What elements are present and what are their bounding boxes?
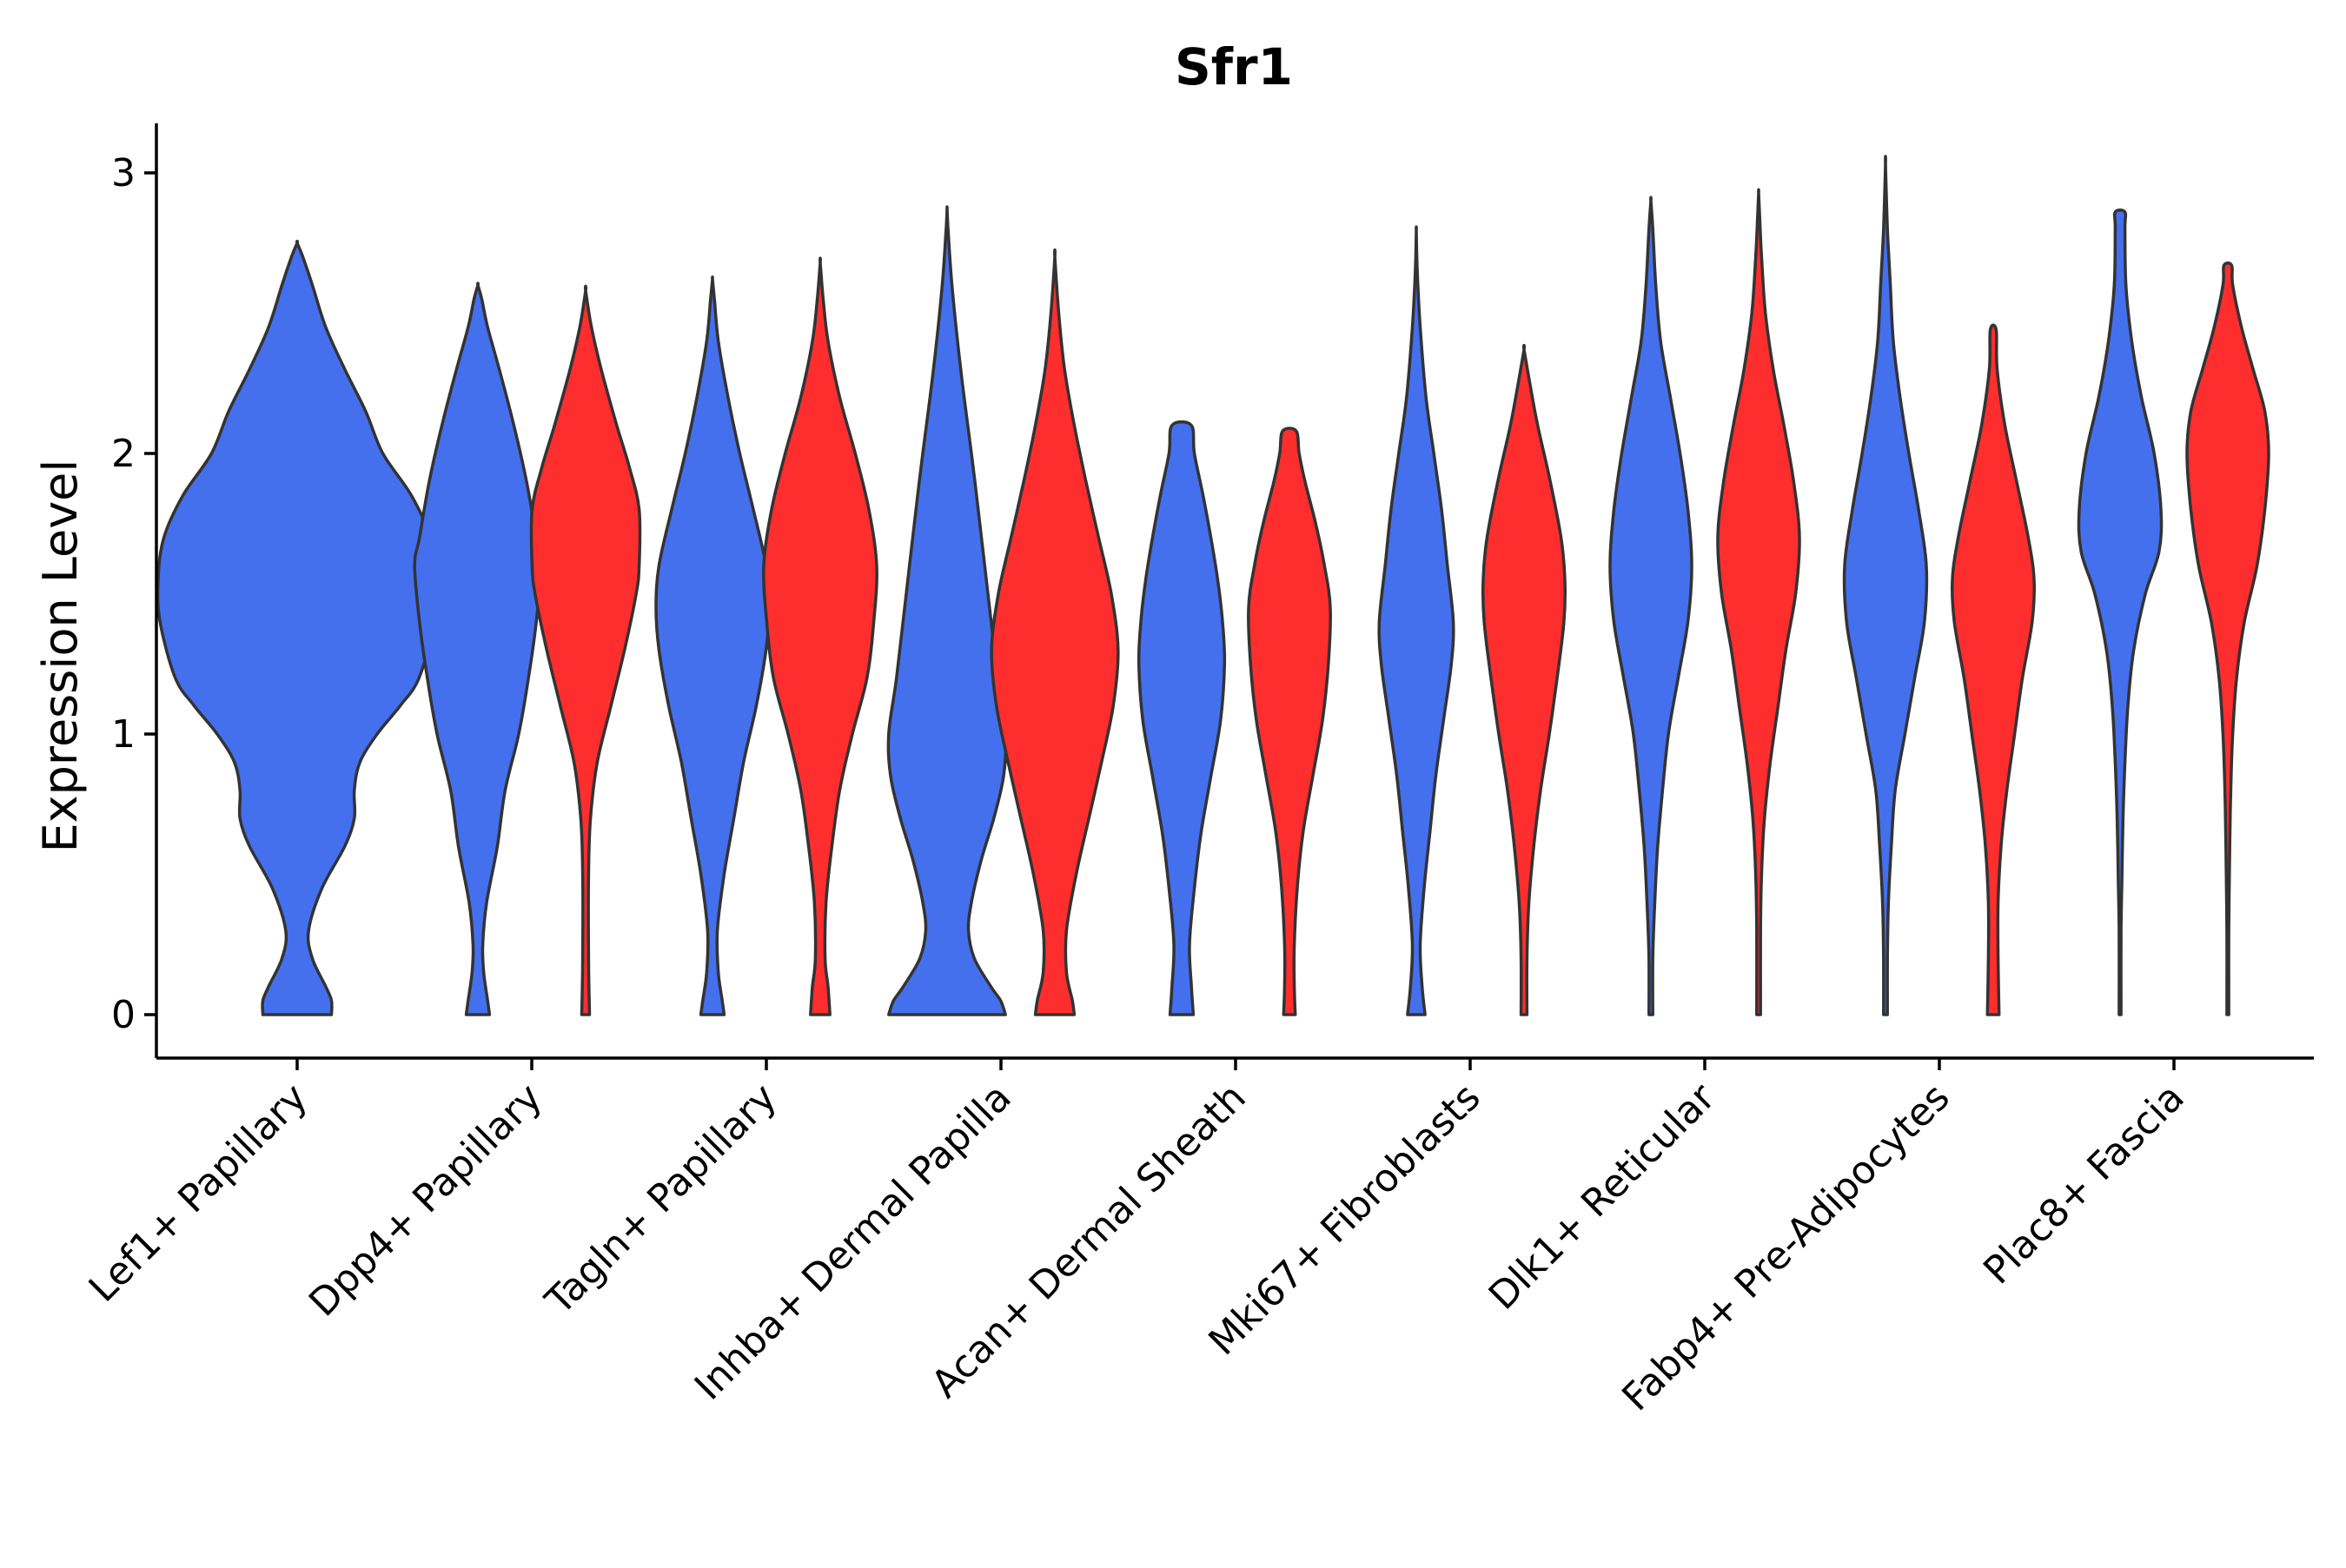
y-tick-label-1: 1 (111, 712, 136, 757)
violin-dpp4-papillary-series-2 (529, 284, 642, 1016)
violin-mki67-fibroblasts-series-2 (1481, 343, 1567, 1016)
violin-tagln-papillary-series-1 (654, 275, 771, 1016)
violin-fabp4-pre-adipocytes-series-1 (1842, 155, 1929, 1016)
violin-group (156, 155, 2270, 1016)
violin-acan-dermal-sheath-series-1 (1137, 420, 1227, 1016)
violin-fabp4-pre-adipocytes-series-2 (1950, 323, 2037, 1016)
violin-tagln-papillary-series-2 (762, 256, 878, 1016)
chart-title: Sfr1 (1175, 37, 1293, 96)
x-tick-label-dlk1-reticular: Dlk1+ Reticular (1481, 1075, 1725, 1319)
violin-acan-dermal-sheath-series-2 (1247, 427, 1332, 1016)
y-tick-label-0: 0 (111, 993, 136, 1037)
x-tick-label-tagln-papillary: Tagln+ Papillary (537, 1075, 785, 1324)
y-tick-label-2: 2 (111, 432, 136, 476)
violin-dlk1-reticular-series-2 (1716, 188, 1801, 1016)
y-axis-label: Expression Level (33, 460, 88, 853)
violin-plac8-fascia-series-1 (2077, 208, 2164, 1016)
x-tick-label-plac8-fascia: Plac8+ Fascia (1975, 1075, 2193, 1293)
x-tick-label-mki67-fibroblasts: Mki67+ Fibroblasts (1200, 1075, 1488, 1364)
y-axis-ticks: 0 1 2 3 (111, 151, 156, 1037)
x-tick-label-dpp4-papillary: Dpp4+ Papillary (301, 1075, 551, 1326)
violin-dpp4-papillary-series-1 (413, 281, 543, 1016)
violin-inhba-dermal-papilla-series-2 (990, 248, 1120, 1016)
violin-lef1-papillary-series-1 (156, 240, 439, 1016)
violin-mki67-fibroblasts-series-1 (1377, 225, 1455, 1016)
violin-inhba-dermal-papilla-series-1 (886, 205, 1008, 1016)
y-tick-label-3: 3 (111, 151, 136, 195)
x-tick-label-lef1-papillary: Lef1+ Papillary (81, 1075, 316, 1311)
violin-dlk1-reticular-series-1 (1608, 195, 1693, 1016)
violin-plac8-fascia-series-2 (2185, 261, 2270, 1016)
